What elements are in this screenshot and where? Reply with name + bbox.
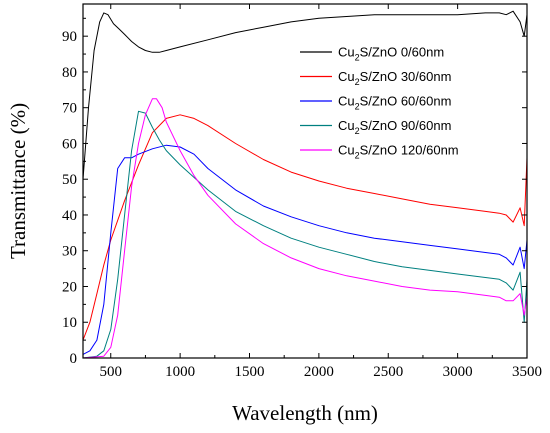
legend-label-0: Cu2S/ZnO 0/60nm bbox=[338, 45, 444, 63]
legend-label-4: Cu2S/ZnO 120/60nm bbox=[338, 143, 459, 161]
legend-label-3: Cu2S/ZnO 90/60nm bbox=[338, 118, 451, 136]
x-tick-label-6: 3500 bbox=[512, 364, 542, 380]
legend: Cu2S/ZnO 0/60nm Cu2S/ZnO 30/60nm Cu2S/ZnO … bbox=[300, 45, 459, 161]
y-tick-label-3: 30 bbox=[62, 244, 77, 260]
y-tick-label-6: 60 bbox=[62, 136, 77, 152]
x-tick-label-5: 3000 bbox=[443, 364, 473, 380]
axis-ticks bbox=[83, 4, 528, 359]
y-tick-label-1: 10 bbox=[62, 315, 77, 331]
series-line-0 bbox=[82, 10, 528, 180]
x-tick-label-3: 2000 bbox=[304, 364, 334, 380]
legend-label-1: Cu2S/ZnO 30/60nm bbox=[338, 69, 451, 87]
x-tick-label-0: 500 bbox=[100, 364, 123, 380]
x-tick-label-2: 1500 bbox=[235, 364, 265, 380]
y-tick-label-4: 40 bbox=[62, 208, 77, 224]
y-tick-label-7: 70 bbox=[62, 101, 77, 117]
plot-lines bbox=[82, 10, 528, 359]
y-tick-label-9: 90 bbox=[62, 29, 77, 45]
x-tick-label-1: 1000 bbox=[165, 364, 195, 380]
series-line-2 bbox=[82, 144, 528, 355]
y-tick-label-5: 50 bbox=[62, 172, 77, 188]
legend-label-2: Cu2S/ZnO 60/60nm bbox=[338, 94, 451, 112]
x-axis-label: Wavelength (nm) bbox=[232, 401, 378, 425]
y-tick-label-8: 80 bbox=[62, 65, 77, 81]
y-tick-label-2: 20 bbox=[62, 279, 77, 295]
series-line-1 bbox=[82, 114, 528, 341]
series-line-3 bbox=[82, 110, 528, 359]
series-line-4 bbox=[82, 98, 528, 359]
plot-frame bbox=[82, 3, 528, 359]
y-axis-label: Transmittance (%) bbox=[6, 103, 30, 259]
axis-tick-labels: 500 1000 1500 2000 2500 3000 3500 0 10 20 30 40 50 60… bbox=[62, 29, 542, 380]
y-tick-label-0: 0 bbox=[70, 351, 78, 367]
x-tick-label-4: 2500 bbox=[373, 364, 403, 380]
